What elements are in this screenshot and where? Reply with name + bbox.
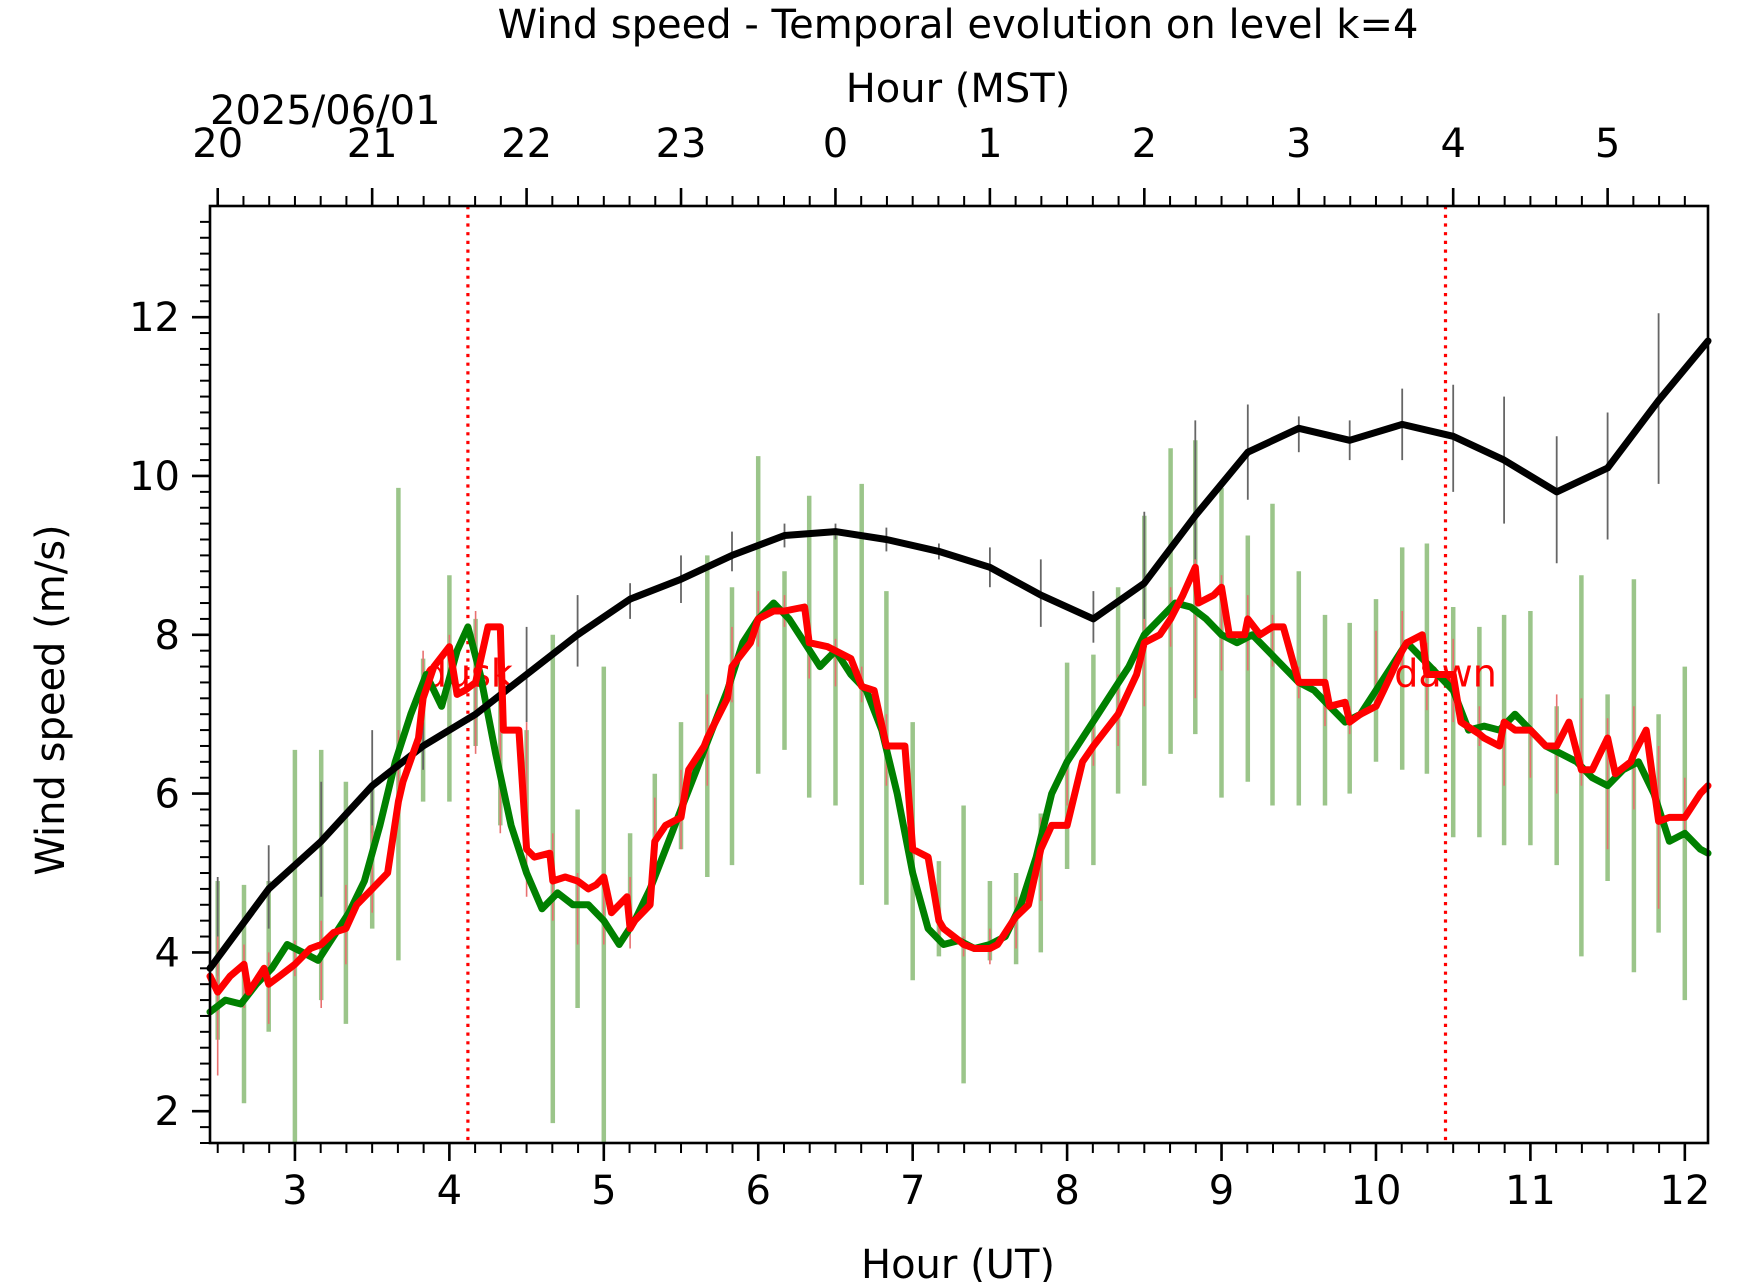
series-line-red [206, 563, 1712, 996]
top-x-tick-label: 5 [1595, 121, 1620, 167]
chart-title: Wind speed - Temporal evolution on level… [498, 2, 1419, 48]
x-tick-label: 6 [746, 1168, 771, 1214]
x-tick-label: 8 [1054, 1168, 1079, 1214]
plot-frame [208, 204, 1710, 1145]
top-x-tick-label: 4 [1440, 121, 1465, 167]
top-x-tick-label: 2 [1132, 121, 1157, 167]
top-x-tick-label: 1 [977, 121, 1002, 167]
top-x-axis-label: Hour (MST) [846, 66, 1071, 112]
y-tick-label: 10 [129, 454, 180, 500]
y-tick-label: 6 [155, 772, 180, 818]
top-x-tick-label: 3 [1286, 121, 1311, 167]
x-tick-label: 7 [900, 1168, 925, 1214]
y-axis-label: Wind speed (m/s) [28, 524, 74, 875]
date-label: 2025/06/01 [210, 88, 441, 134]
marker-lines: dusk dawn [423, 206, 1497, 1143]
y-tick-label: 12 [129, 295, 180, 341]
x-tick-label: 12 [1659, 1168, 1710, 1214]
x-axis-label: Hour (UT) [861, 1242, 1055, 1282]
x-tick-label: 11 [1505, 1168, 1556, 1214]
series-line-black [206, 337, 1712, 972]
top-x-tick-label: 21 [347, 121, 398, 167]
x-tick-label: 9 [1209, 1168, 1234, 1214]
y-tick-label: 8 [155, 613, 180, 659]
y-tick-label: 2 [155, 1089, 180, 1135]
top-x-tick-label: 20 [192, 121, 243, 167]
x-tick-label: 4 [437, 1168, 462, 1214]
top-x-tick-label: 22 [501, 121, 552, 167]
series-lines [206, 337, 1712, 1016]
y-tick-label: 4 [155, 930, 180, 976]
x-tick-label: 10 [1351, 1168, 1402, 1214]
x-tick-label: 3 [282, 1168, 307, 1214]
x-tick-label: 5 [591, 1168, 616, 1214]
top-x-tick-label: 23 [656, 121, 707, 167]
top-x-tick-label: 0 [823, 121, 848, 167]
